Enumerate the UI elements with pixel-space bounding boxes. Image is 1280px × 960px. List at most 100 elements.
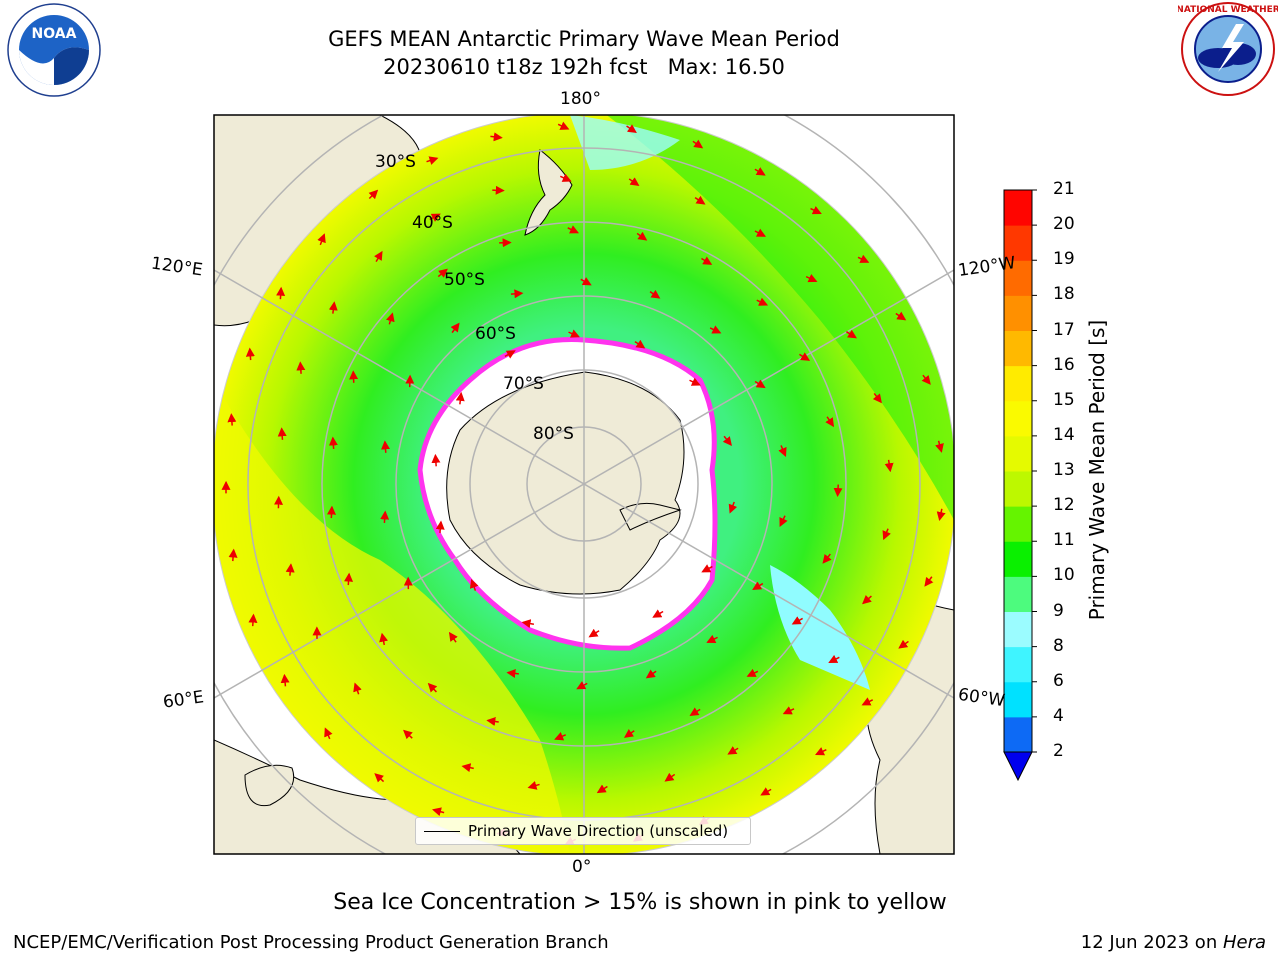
wave-direction-arrow [245, 347, 255, 361]
wave-direction-arrow [882, 528, 891, 541]
colorbar-segment [1004, 365, 1032, 402]
wave-direction-arrow [527, 781, 540, 790]
wave-direction-arrow [828, 654, 840, 664]
wave-direction-arrow [884, 459, 894, 473]
wave-direction-arrow [692, 139, 704, 149]
colorbar-segment [1004, 576, 1032, 612]
wave-direction-arrow [728, 501, 738, 514]
wave-direction-arrow [664, 772, 676, 782]
colorbar-tick-label: 18 [1053, 284, 1075, 305]
colorbar-tick-label: 13 [1053, 460, 1075, 480]
colorbar-tick-label: 19 [1053, 249, 1075, 270]
lon-label-0: 0° [572, 857, 592, 877]
wave-direction-arrow [746, 668, 759, 677]
wave-direction-arrow [846, 329, 857, 339]
colorbar-tick-label: 17 [1053, 319, 1075, 340]
lon-label-180: 180° [560, 89, 601, 109]
wave-direction-arrow [634, 339, 646, 349]
colorbar-tick-label: 16 [1053, 354, 1075, 375]
colorbar-tick-label: 11 [1053, 530, 1075, 551]
footer-host: Hera [1222, 932, 1266, 953]
wave-direction-arrow [596, 784, 608, 794]
colorbar-tick-label: 12 [1053, 495, 1075, 516]
wave-direction-arrow [385, 312, 395, 325]
colorbar-tick-label: 10 [1053, 565, 1075, 586]
wave-direction-arrow [935, 440, 944, 453]
colorbar-segment [1004, 541, 1032, 577]
wave-direction-arrow [490, 132, 503, 142]
colorbar-tick-label: 4 [1053, 705, 1064, 726]
wave-direction-arrow [227, 413, 237, 426]
lat-label-60s: 60°S [475, 324, 516, 344]
wave-direction-arrow [559, 173, 572, 182]
wave-field-cyan-patch [770, 565, 870, 690]
wave-direction-arrow [810, 206, 822, 215]
wave-direction-arrow [760, 787, 772, 796]
wave-direction-arrow [510, 289, 524, 299]
wave-direction-arrow [861, 697, 874, 706]
colorbar-segment [1004, 471, 1032, 507]
wave-direction-arrow [779, 515, 788, 527]
wave-direction-arrow [752, 581, 764, 590]
wave-direction-arrow [368, 189, 379, 200]
wave-direction-arrow [381, 440, 390, 453]
wave-direction-arrow [429, 213, 441, 222]
wave-direction-arrow [353, 682, 362, 695]
wave-direction-arrow [872, 392, 882, 404]
wave-direction-arrow [228, 548, 238, 562]
wave-direction-arrow [623, 729, 635, 738]
wave-direction-arrow [649, 289, 661, 299]
wave-direction-arrow [588, 628, 600, 638]
colorbar-segment [1004, 330, 1032, 367]
wave-direction-arrow [328, 301, 338, 314]
wave-direction-arrow [645, 669, 657, 679]
wave-direction-arrow [461, 763, 474, 773]
colorbar-segment [1004, 716, 1032, 753]
wave-direction-arrow [754, 167, 766, 176]
wave-direction-arrow [576, 681, 588, 690]
colorbar-segment [1004, 435, 1032, 472]
wave-direction-arrow [778, 445, 787, 457]
wave-direction-arrow [280, 673, 290, 687]
wave-direction-arrow [504, 350, 516, 359]
wave-direction-arrow [580, 277, 592, 286]
wave-direction-arrow [862, 594, 872, 605]
colorbar-segment [1004, 400, 1032, 437]
wave-direction-arrow [248, 613, 258, 627]
wave-direction-arrow [628, 177, 640, 187]
map-frame-border [213, 114, 955, 855]
wave-direction-arrow [427, 682, 438, 693]
wave-direction-arrow [276, 286, 286, 300]
wave-direction-arrow [327, 505, 337, 519]
wave-direction-arrow [727, 746, 739, 755]
colorbar-segment [1004, 646, 1032, 683]
wave-direction-arrow [754, 379, 766, 389]
footer-date-text: 12 Jun 2023 on [1080, 932, 1223, 953]
wave-direction-arrow [689, 377, 701, 386]
wave-direction-arrow [636, 231, 648, 241]
wave-direction-arrow [431, 453, 441, 467]
wave-direction-arrow [469, 578, 479, 591]
wave-direction-arrow [833, 484, 843, 498]
wave-direction-arrow [317, 233, 326, 246]
wave-direction-arrow [455, 391, 465, 405]
antarctica-land [446, 371, 685, 595]
wave-direction-arrow [825, 416, 835, 428]
wave-direction-arrow [921, 374, 931, 385]
colorbar-tick-label: 15 [1053, 389, 1075, 410]
wave-direction-arrow [432, 807, 445, 817]
colorbar-tick-label: 8 [1053, 635, 1064, 656]
colorbar-label: Primary Wave Mean Period [s] [1085, 319, 1109, 621]
wave-direction-arrow [701, 256, 713, 265]
wave-direction-arrow [694, 195, 706, 205]
wave-direction-arrow [782, 706, 795, 715]
colorbar-segment [1004, 681, 1032, 718]
wave-direction-arrow [568, 329, 580, 338]
wave-direction-arrow [701, 564, 713, 573]
colorbar-segment [1004, 506, 1032, 542]
wave-direction-arrow [344, 572, 354, 586]
meridian-60e-120w [214, 269, 954, 699]
wave-direction-arrows [221, 121, 946, 845]
wave-direction-arrow [277, 427, 287, 440]
